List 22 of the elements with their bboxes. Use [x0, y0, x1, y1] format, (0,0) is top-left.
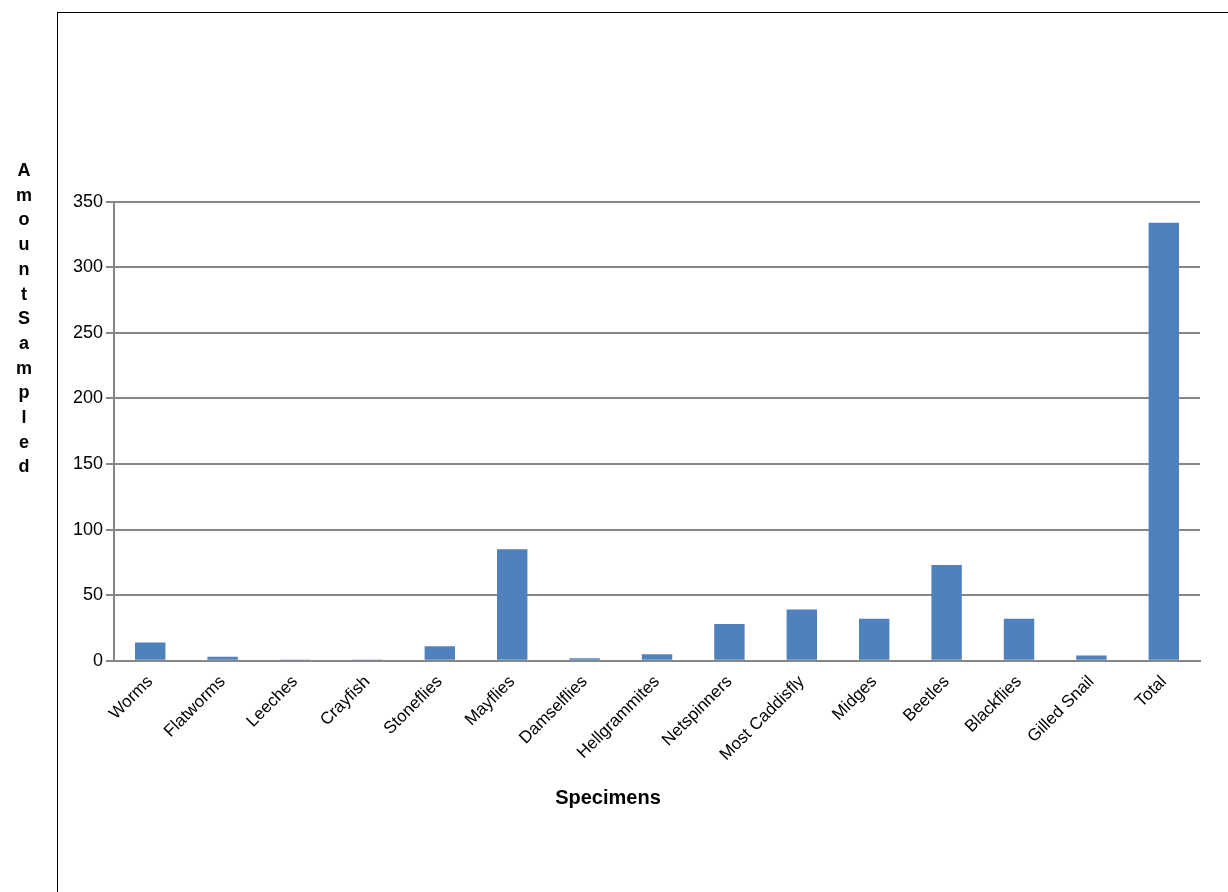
bar	[714, 624, 745, 660]
y-tick-label: 350	[72, 190, 104, 211]
bar	[859, 618, 890, 660]
x-axis-title: Specimens	[554, 786, 662, 809]
y-tick-label: 250	[72, 321, 104, 342]
y-tick-label: 100	[72, 518, 104, 539]
bar	[1003, 618, 1035, 660]
bar	[207, 656, 238, 660]
bar	[1148, 222, 1180, 660]
bar	[641, 654, 673, 660]
y-tick-label: 200	[72, 387, 104, 408]
text: AmountSampled	[15, 160, 32, 477]
y-tick-label: 300	[72, 256, 104, 277]
bar	[135, 642, 166, 660]
y-tick-label: 0	[93, 649, 104, 670]
bar	[424, 646, 456, 660]
bar	[931, 565, 962, 660]
bar	[786, 609, 818, 660]
bar	[497, 549, 528, 660]
bar	[1076, 655, 1107, 660]
y-tick-label: 150	[72, 453, 104, 474]
y-tick-label: 50	[83, 584, 104, 605]
